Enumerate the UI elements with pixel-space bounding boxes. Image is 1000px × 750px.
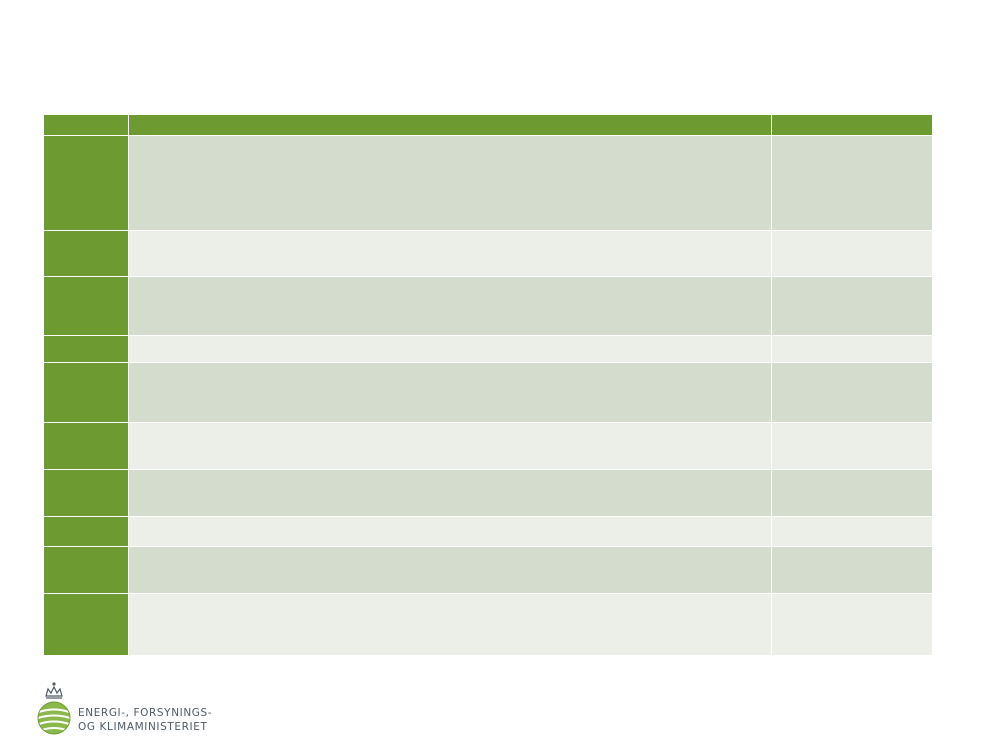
table-row-text	[129, 136, 771, 230]
table-row-label	[44, 136, 128, 230]
table-row-text	[129, 547, 771, 593]
table-header-cell-2	[129, 115, 771, 135]
table-row-label	[44, 363, 128, 422]
slide-title	[44, 60, 932, 100]
table-row-text	[129, 517, 771, 546]
table-row-value	[772, 136, 932, 230]
table-row-text	[129, 423, 771, 469]
table-row-text	[129, 336, 771, 362]
table-header-cell-3	[772, 115, 932, 135]
table-row-label	[44, 517, 128, 546]
table-row-value	[772, 517, 932, 546]
table-row-value	[772, 423, 932, 469]
table-row-value	[772, 547, 932, 593]
table-row-value	[772, 363, 932, 422]
ministry-name-line-1: ENERGI-, FORSYNINGS-	[78, 706, 212, 720]
table-row-label	[44, 423, 128, 469]
data-table	[44, 115, 932, 655]
table-row-label	[44, 231, 128, 276]
table-row-value	[772, 231, 932, 276]
table-row-value	[772, 470, 932, 516]
table-row-value	[772, 336, 932, 362]
table-row-text	[129, 594, 771, 655]
ministry-name-line-2: OG KLIMAMINISTERIET	[78, 720, 212, 734]
table-row-value	[772, 594, 932, 655]
table-row-text	[129, 277, 771, 335]
ministry-logo: ENERGI-, FORSYNINGS- OG KLIMAMINISTERIET	[36, 680, 236, 740]
ministry-name: ENERGI-, FORSYNINGS- OG KLIMAMINISTERIET	[78, 706, 212, 734]
table-row-label	[44, 336, 128, 362]
crown-globe-icon	[36, 680, 76, 738]
table-header-cell-1	[44, 115, 128, 135]
table-row-text	[129, 470, 771, 516]
table-row-text	[129, 231, 771, 276]
table-row-label	[44, 547, 128, 593]
table-row-value	[772, 277, 932, 335]
table-row-label	[44, 594, 128, 655]
table-row-label	[44, 277, 128, 335]
table-row-text	[129, 363, 771, 422]
table-row-label	[44, 470, 128, 516]
